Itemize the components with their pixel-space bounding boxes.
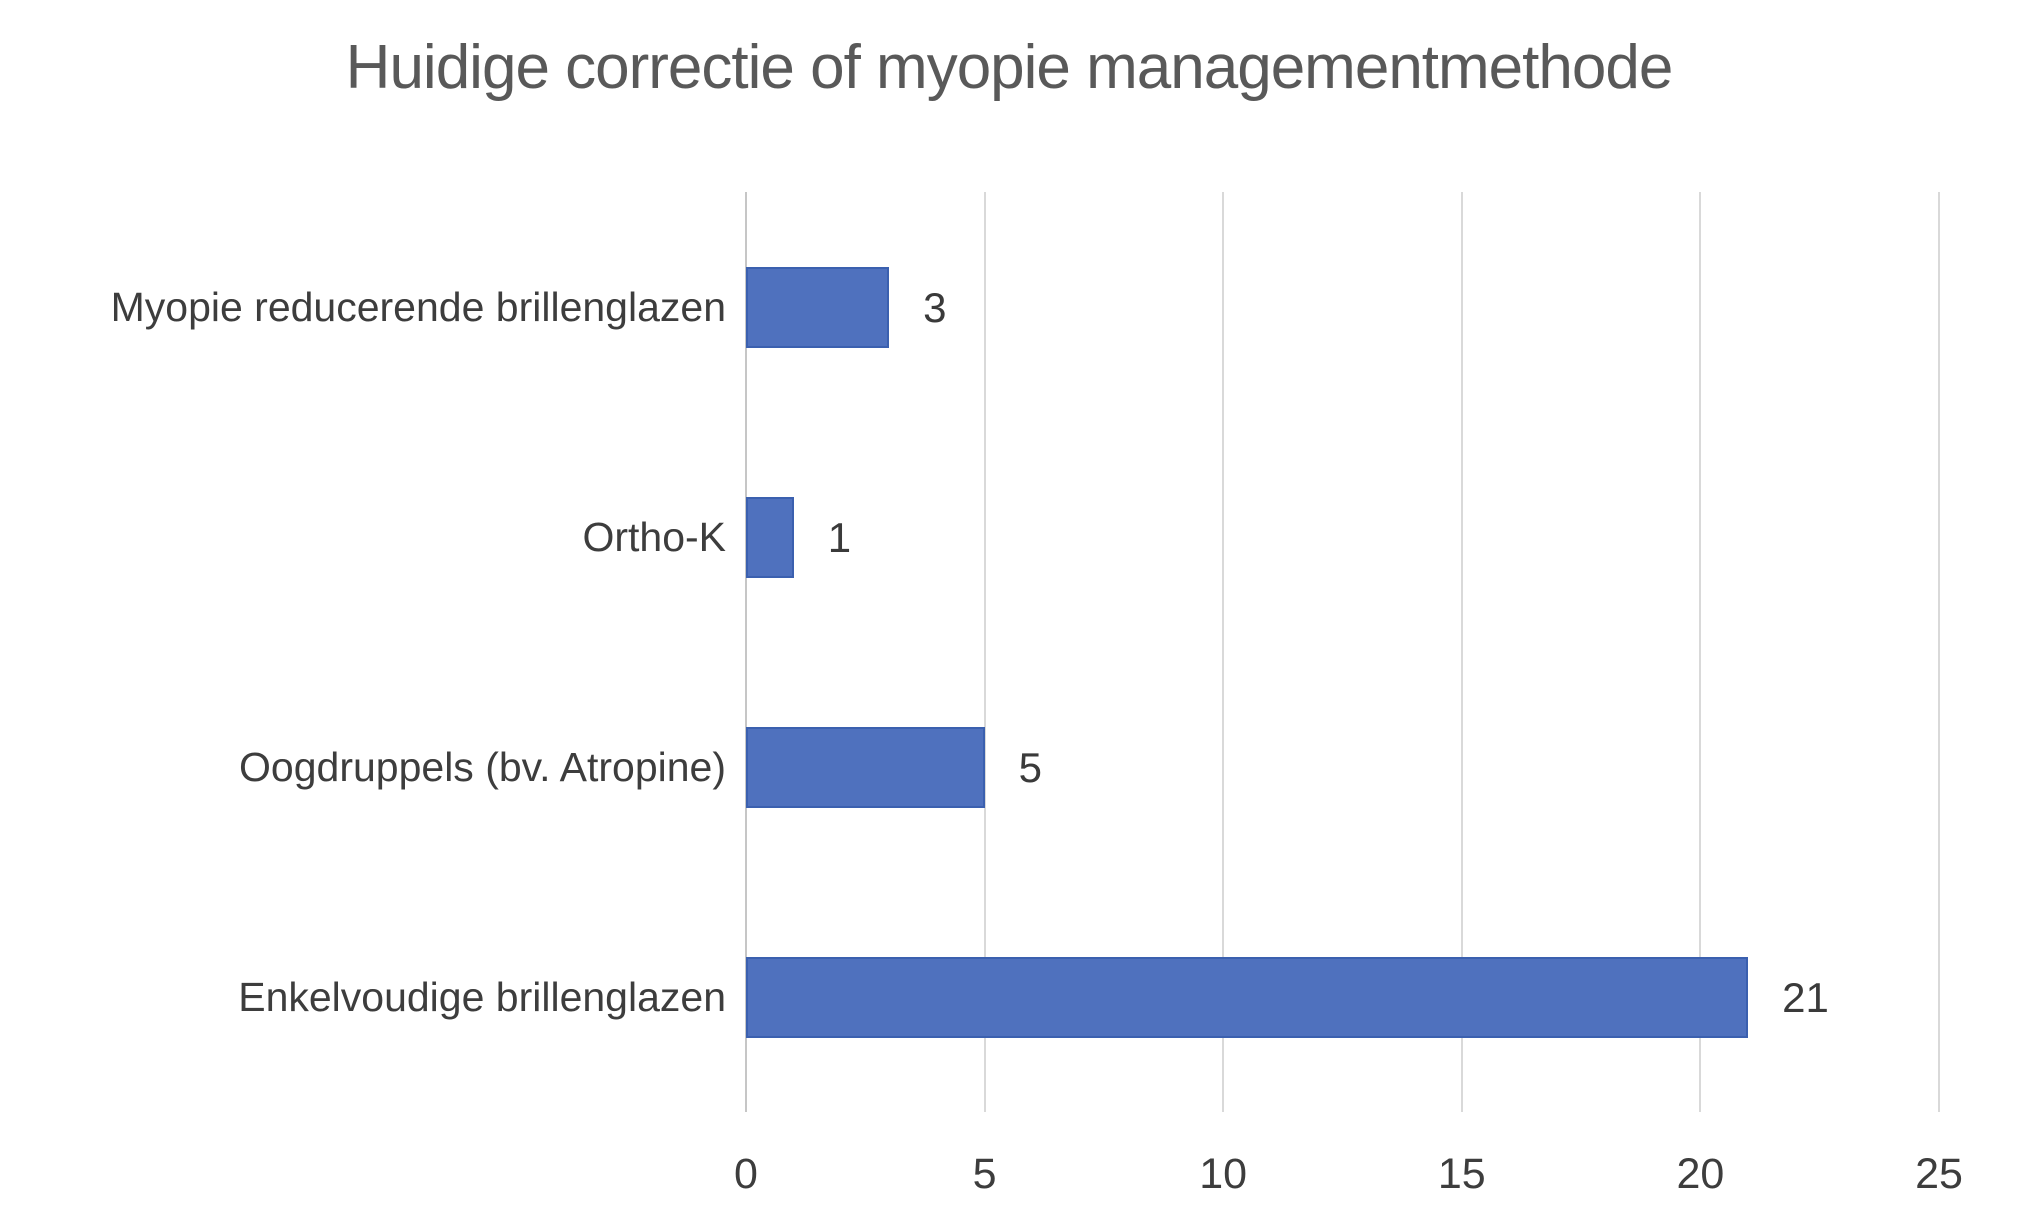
chart-title: Huidige correctie of myopie managementme… (345, 33, 1674, 102)
bar-value-label: 1 (827, 513, 852, 561)
bar-value-label: 5 (1018, 743, 1042, 791)
bar (746, 496, 794, 578)
x-tick-label: 5 (972, 1150, 997, 1198)
x-tick-label: 15 (1437, 1150, 1486, 1198)
bar (746, 266, 890, 348)
axis-line (745, 192, 747, 1112)
bar (746, 956, 1749, 1038)
x-tick-label: 20 (1676, 1150, 1725, 1198)
category-label: Enkelvoudige brillenglazen (238, 974, 726, 1020)
gridline (1699, 192, 1702, 1112)
gridline (1460, 192, 1463, 1112)
x-tick-label: 25 (1915, 1150, 1963, 1198)
category-label: Ortho-K (582, 514, 726, 560)
bar-value-label: 3 (923, 283, 947, 331)
plot-area: 3 1 5 21 (745, 192, 1940, 1112)
gridline (983, 192, 986, 1112)
gridline (1938, 192, 1940, 1112)
bar (746, 726, 985, 808)
category-label: Myopie reducerende brillenglazen (110, 284, 726, 330)
x-tick-label: 0 (734, 1150, 758, 1198)
x-tick-label: 10 (1199, 1150, 1248, 1198)
category-label: Oogdruppels (bv. Atropine) (239, 744, 726, 790)
gridline (1222, 192, 1225, 1112)
bar-value-label: 21 (1782, 973, 1829, 1021)
